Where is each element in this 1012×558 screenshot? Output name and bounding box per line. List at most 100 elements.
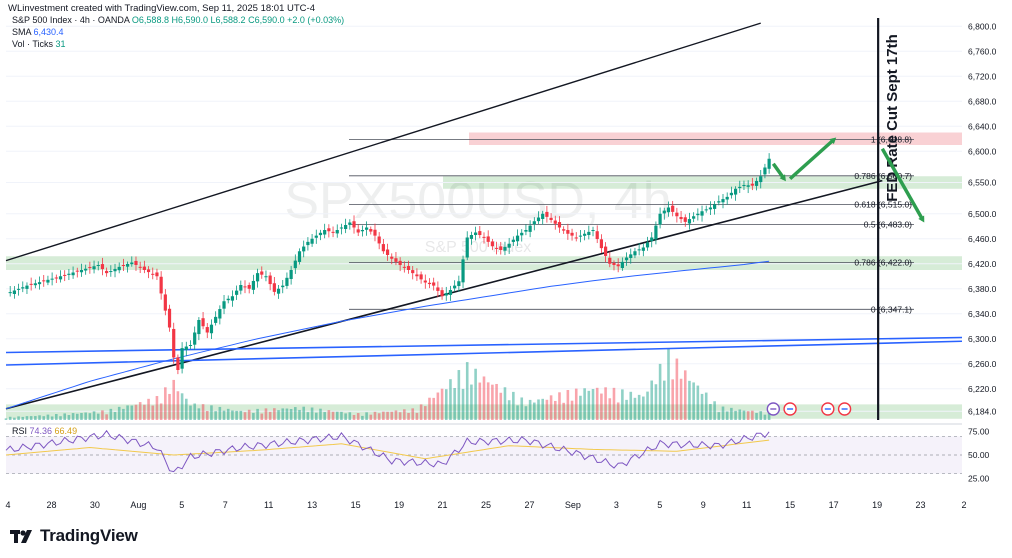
candle[interactable]: [545, 205, 549, 223]
candle[interactable]: [163, 289, 167, 316]
candle[interactable]: [708, 201, 713, 216]
candle[interactable]: [511, 236, 515, 246]
candle[interactable]: [633, 247, 637, 259]
candle[interactable]: [620, 257, 624, 271]
candle[interactable]: [121, 258, 126, 271]
candle[interactable]: [302, 240, 306, 258]
candle[interactable]: [117, 262, 121, 274]
candle[interactable]: [130, 256, 134, 267]
candle[interactable]: [465, 231, 469, 261]
candle[interactable]: [746, 180, 750, 194]
candle[interactable]: [134, 256, 138, 271]
candle[interactable]: [184, 341, 188, 357]
candle[interactable]: [364, 221, 369, 236]
candle[interactable]: [88, 261, 92, 274]
candle[interactable]: [71, 266, 75, 279]
candle[interactable]: [591, 226, 595, 237]
candle[interactable]: [310, 233, 314, 247]
sma-label[interactable]: SMA: [12, 27, 32, 37]
candle[interactable]: [406, 260, 411, 274]
candle[interactable]: [373, 223, 377, 242]
candle[interactable]: [532, 217, 536, 231]
candle[interactable]: [306, 237, 310, 251]
candle[interactable]: [587, 225, 591, 240]
candle[interactable]: [285, 272, 289, 289]
candle[interactable]: [79, 263, 84, 277]
symbol-title[interactable]: S&P 500 Index · 4h · OANDA: [12, 15, 130, 25]
candle[interactable]: [612, 260, 616, 271]
candle[interactable]: [92, 260, 96, 274]
candle[interactable]: [411, 266, 415, 280]
candle[interactable]: [683, 214, 687, 227]
candle[interactable]: [297, 248, 302, 265]
candle[interactable]: [608, 251, 612, 268]
candle[interactable]: [84, 264, 88, 275]
candle[interactable]: [314, 229, 318, 244]
candle[interactable]: [415, 268, 419, 281]
candle[interactable]: [268, 272, 272, 291]
candle[interactable]: [113, 263, 117, 278]
candle[interactable]: [390, 253, 394, 265]
candle[interactable]: [356, 224, 360, 237]
candle[interactable]: [427, 278, 432, 289]
candle[interactable]: [629, 248, 633, 264]
candle[interactable]: [218, 305, 222, 325]
candle[interactable]: [624, 252, 629, 266]
candle[interactable]: [436, 281, 440, 298]
candle[interactable]: [448, 285, 453, 301]
candle[interactable]: [520, 229, 524, 242]
candle[interactable]: [490, 238, 494, 251]
candle[interactable]: [42, 274, 46, 287]
candle[interactable]: [557, 216, 562, 233]
candle[interactable]: [754, 177, 759, 191]
candle[interactable]: [562, 226, 566, 234]
candle[interactable]: [335, 224, 339, 238]
candle[interactable]: [549, 213, 553, 223]
candle[interactable]: [763, 163, 767, 179]
candle[interactable]: [654, 221, 658, 245]
arrow-decline[interactable]: [880, 147, 925, 223]
candle[interactable]: [398, 257, 402, 272]
candle[interactable]: [209, 319, 214, 340]
candle[interactable]: [650, 232, 654, 248]
candle[interactable]: [214, 311, 218, 326]
candle[interactable]: [733, 186, 738, 201]
candle[interactable]: [553, 215, 557, 230]
candle[interactable]: [377, 232, 381, 250]
candle[interactable]: [583, 230, 587, 241]
candle[interactable]: [205, 322, 209, 339]
candle[interactable]: [96, 261, 100, 271]
candle[interactable]: [272, 276, 276, 296]
candle[interactable]: [235, 285, 239, 300]
sma-line[interactable]: [5, 260, 770, 410]
candle[interactable]: [767, 153, 771, 174]
candle[interactable]: [8, 286, 12, 297]
candle[interactable]: [423, 274, 427, 289]
candle[interactable]: [276, 285, 281, 299]
candle[interactable]: [75, 267, 79, 278]
candle[interactable]: [176, 354, 180, 375]
candle[interactable]: [599, 234, 604, 254]
candle[interactable]: [46, 275, 50, 286]
candle[interactable]: [461, 255, 465, 289]
candle[interactable]: [243, 280, 247, 294]
candle[interactable]: [50, 272, 54, 286]
candle[interactable]: [360, 225, 365, 237]
candle[interactable]: [255, 268, 260, 288]
candle[interactable]: [515, 229, 520, 247]
candle[interactable]: [159, 271, 163, 300]
candle[interactable]: [33, 279, 37, 289]
candle[interactable]: [675, 207, 679, 223]
candle[interactable]: [327, 224, 331, 238]
candle[interactable]: [344, 218, 348, 234]
candle[interactable]: [440, 287, 444, 300]
candle[interactable]: [247, 282, 251, 294]
rsi-ma-line[interactable]: [5, 439, 770, 460]
candle[interactable]: [482, 232, 486, 244]
candle[interactable]: [704, 205, 708, 213]
candle[interactable]: [172, 322, 176, 364]
arrow-pullback[interactable]: [771, 162, 786, 182]
candle[interactable]: [541, 210, 545, 225]
candle[interactable]: [507, 237, 511, 254]
